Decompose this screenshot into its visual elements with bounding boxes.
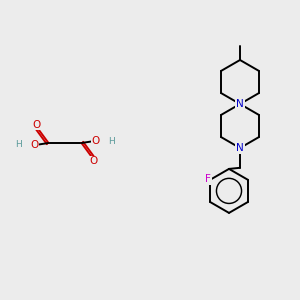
Text: H: H: [15, 140, 22, 149]
Text: H: H: [108, 137, 115, 146]
Text: F: F: [205, 174, 211, 184]
Text: N: N: [236, 143, 244, 153]
Text: O: O: [32, 119, 40, 130]
Text: O: O: [30, 140, 38, 150]
Text: N: N: [236, 99, 244, 109]
Text: O: O: [89, 157, 98, 166]
Text: O: O: [92, 136, 100, 146]
